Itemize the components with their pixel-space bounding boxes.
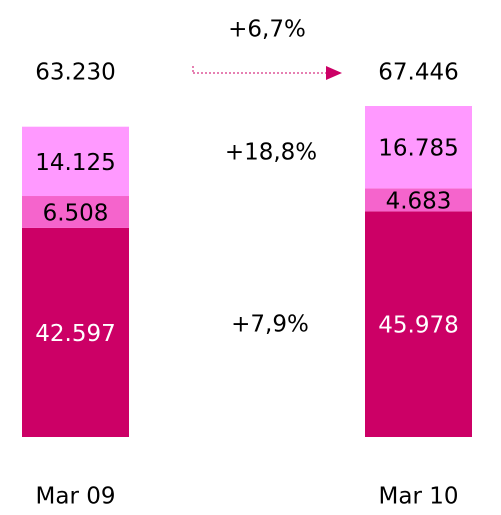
value-label: 45.978 (378, 313, 458, 339)
annotation: +18,8% (225, 140, 317, 166)
value-label: 16.785 (378, 136, 458, 162)
bar-segment (22, 126, 129, 197)
bar-segment (365, 188, 472, 212)
x-tick-label: Mar 09 (36, 484, 116, 510)
value-label: 42.597 (35, 321, 115, 347)
bar-segment (22, 196, 129, 228)
annotation: +6,7% (228, 17, 306, 43)
annotation: +7,9% (231, 312, 309, 338)
total-label: 67.446 (378, 60, 458, 86)
value-label: 14.125 (35, 150, 115, 176)
total-label: 63.230 (35, 60, 115, 86)
growth-arrowhead (326, 66, 342, 80)
bar-segment (365, 106, 472, 189)
value-label: 6.508 (43, 200, 109, 226)
bar-segment (22, 227, 129, 437)
value-label: 4.683 (386, 188, 452, 214)
x-tick-label: Mar 10 (379, 484, 459, 510)
bar-segment (365, 211, 472, 437)
